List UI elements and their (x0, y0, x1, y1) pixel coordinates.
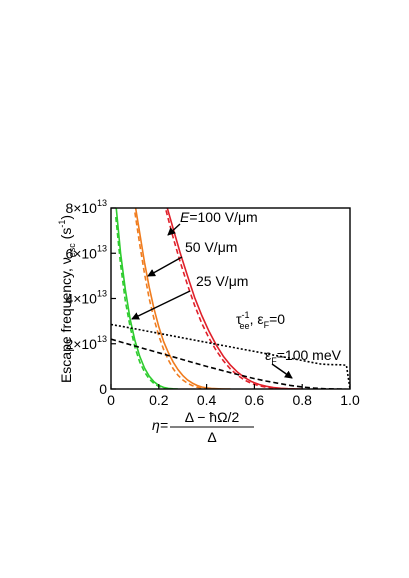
y-tick-exponent: 13 (97, 198, 107, 208)
x-axis-title-denominator: Δ (207, 429, 216, 445)
y-axis-title-unit-end: ) (58, 215, 74, 220)
x-axis-title: η= Δ − ħΩ/2 Δ (152, 409, 254, 445)
label-tau-sub: ee (240, 321, 250, 331)
y-tick-exponent: 13 (97, 289, 107, 299)
label-tau: τ-1 ee, εF=0 (236, 310, 285, 331)
y-tick-label: 4×1013 (65, 289, 107, 307)
x-tick-label: 0.4 (197, 392, 217, 408)
label-e100-prefix: E (180, 209, 190, 225)
label-tau-symbol: τ (236, 311, 242, 327)
y-tick-mantissa: 6×10 (65, 245, 97, 261)
y-tick-exponent: 13 (97, 334, 107, 344)
y-tick-mantissa: 2×10 (65, 336, 97, 352)
label-tau-sep: , ε (250, 311, 264, 327)
series-line-5 (165, 210, 296, 389)
arrow-e100 (167, 223, 181, 236)
x-tick-label: 0.6 (245, 392, 265, 408)
label-tau-rest: =0 (269, 311, 285, 327)
label-e25: 25 V/μm (196, 273, 248, 289)
series-line-7 (111, 338, 346, 389)
label-tau-sup: -1 (242, 310, 250, 320)
ticks-layer: 0 0.2 0.4 0.6 0.8 1.002×10134×10136×10138×101… (65, 198, 360, 408)
x-axis-title-prefix: η= (152, 417, 168, 433)
x-axis-title-numerator: Δ − ħΩ/2 (185, 409, 240, 425)
y-axis-title-unit-sup: -1 (57, 220, 67, 228)
label-e50: 50 V/μm (185, 239, 237, 255)
label-e100: E=100 V/μm (180, 209, 258, 225)
arrow-e50 (147, 256, 183, 277)
y-tick-label: 8×1013 (65, 198, 107, 216)
series-line-1 (115, 217, 174, 389)
label-tau-sub2: F (264, 320, 270, 330)
label-ef-sub: F (271, 356, 277, 366)
y-tick-label: 6×1013 (65, 243, 107, 261)
y-axis-title-unit: (s (58, 228, 74, 244)
arrow-ef (271, 363, 293, 379)
x-tick-label: 0.8 (292, 392, 312, 408)
y-axis-title-main: Escape frequency, ν (58, 257, 74, 383)
y-tick-mantissa: 8×10 (65, 200, 97, 216)
label-e100-rest: =100 V/μm (189, 209, 257, 225)
y-tick-label: 2×1013 (65, 334, 107, 352)
label-ef-eps: ε (265, 347, 271, 363)
y-axis-title: Escape frequency, νesc (s-1) (57, 215, 77, 383)
series-line-6 (111, 323, 350, 389)
label-ef: εF=100 meV (265, 347, 342, 366)
y-tick-mantissa: 4×10 (65, 291, 97, 307)
x-tick-label: 0.2 (149, 392, 169, 408)
y-tick-exponent: 13 (97, 243, 107, 253)
label-ef-rest: =100 meV (277, 347, 342, 363)
y-axis-title-sub: esc (67, 243, 77, 258)
arrow-e25 (131, 290, 191, 320)
x-tick-label: 1.0 (340, 392, 360, 408)
y-tick-label: 0 (99, 381, 107, 397)
annotations: E=100 V/μm 50 V/μm 25 V/μm τ-1 ee, εF=0 ε… (131, 209, 342, 379)
x-tick-label: 0 (107, 392, 115, 408)
